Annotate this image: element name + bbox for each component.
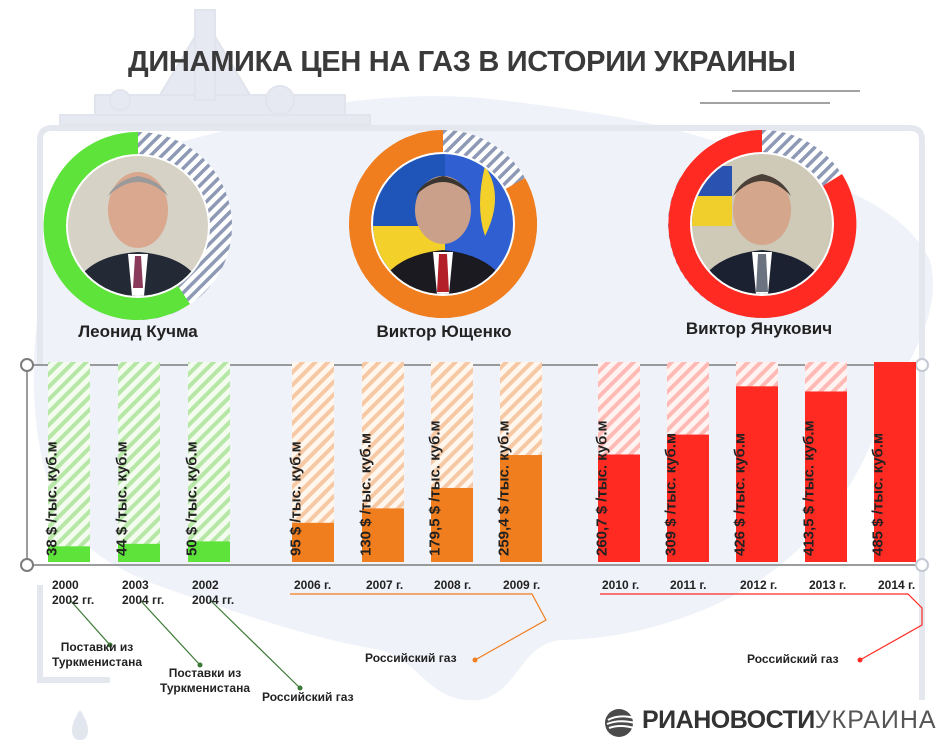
bar-12 xyxy=(874,362,916,562)
bar-1 xyxy=(48,546,90,562)
bar-label-9: 309 $ /тыс. куб.м xyxy=(662,433,679,556)
page-title: ДИНАМИКА ЦЕН НА ГАЗ В ИСТОРИИ УКРАИНЫ xyxy=(128,46,796,78)
year-label-3: 2002 2004 гг. xyxy=(192,578,235,607)
year-label-11: 2013 г. xyxy=(809,578,847,592)
portrait-yanukovych xyxy=(668,130,857,318)
year-label-8: 2010 г. xyxy=(602,578,640,592)
president-name-kuchma: Леонид Кучма xyxy=(78,322,198,341)
bar-5 xyxy=(362,508,404,562)
bar-track-1 xyxy=(48,362,90,562)
year-label-2: 2003 2004 гг. xyxy=(122,578,165,607)
year-label-5: 2007 г. xyxy=(366,578,404,592)
note-turkmen-1: Поставки из Туркменистана xyxy=(51,640,143,669)
bar-8 xyxy=(598,454,640,562)
bar-track-2 xyxy=(118,362,160,562)
year-label-7: 2009 г. xyxy=(503,578,541,592)
year-label-12: 2014 г. xyxy=(878,578,916,592)
bar-label-11: 413,5 $ /тыс. куб.м xyxy=(800,420,817,556)
year-label-6: 2008 г. xyxy=(434,578,472,592)
bar-label-1: 38 $ /тыс. куб.м xyxy=(43,441,60,556)
bar-11 xyxy=(805,391,847,562)
bar-10 xyxy=(736,386,778,562)
note-russian-3: Российский газ xyxy=(747,652,839,666)
bar-9 xyxy=(667,434,709,562)
bar-label-5: 130 $ /тыс. куб.м xyxy=(357,433,374,556)
bar-label-4: 95 $ /тыс. куб.м xyxy=(287,441,304,556)
note-russian-2: Российский газ xyxy=(365,651,457,665)
president-name-yushchenko: Виктор Ющенко xyxy=(376,322,512,341)
bar-track-3 xyxy=(188,362,230,562)
note-russian-1: Российский газ xyxy=(262,690,354,704)
bar-label-10: 426 $ /тыс. куб.м xyxy=(731,433,748,556)
bar-3 xyxy=(188,541,230,562)
ria-logo-icon xyxy=(605,709,636,737)
year-label-4: 2006 г. xyxy=(294,578,332,592)
ria-logo: РИАНОВОСТИУКРАИНА xyxy=(642,706,937,734)
bar-label-2: 44 $ /тыс. куб.м xyxy=(113,441,130,556)
bar-7 xyxy=(500,455,542,562)
bar-4 xyxy=(292,522,334,562)
note-turkmen-2: Поставки из Туркменистана xyxy=(159,666,251,695)
year-label-10: 2012 г. xyxy=(740,578,778,592)
bar-label-7: 259,4 $ /тыс. куб.м xyxy=(495,420,512,556)
president-name-yanukovych: Виктор Янукович xyxy=(685,319,833,338)
bar-label-6: 179,5 $ /тыс. куб.м xyxy=(426,420,443,556)
bar-label-3: 50 $ /тыс. куб.м xyxy=(183,441,200,556)
bar-6 xyxy=(431,487,473,562)
bar-2 xyxy=(118,543,160,562)
portrait-kuchma xyxy=(43,131,232,320)
year-label-9: 2011 г. xyxy=(670,578,707,592)
bar-label-12: 485 $ /тыс. куб.м xyxy=(869,433,886,556)
bar-label-8: 260,7 $ /тыс. куб.м xyxy=(593,420,610,556)
portrait-yushchenko xyxy=(349,130,538,318)
year-label-1: 2000 2002 гг. xyxy=(52,578,95,607)
